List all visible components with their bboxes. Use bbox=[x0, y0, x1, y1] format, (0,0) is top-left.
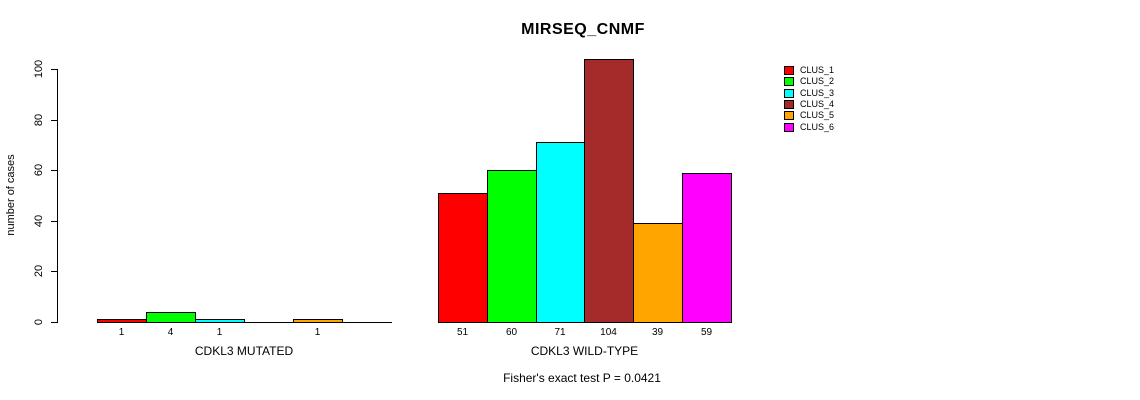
legend-item-CLUS_4: CLUS_4 bbox=[784, 99, 834, 109]
y-tick-label-60: 60 bbox=[33, 163, 45, 177]
legend-item-CLUS_6: CLUS_6 bbox=[784, 122, 834, 132]
y-tick-0 bbox=[51, 322, 58, 323]
bar-CLUS_5-group-0 bbox=[293, 319, 343, 323]
legend-swatch-CLUS_3 bbox=[784, 88, 794, 98]
legend-item-CLUS_3: CLUS_3 bbox=[784, 88, 834, 98]
y-axis-label: number of cases bbox=[5, 154, 17, 236]
bar-CLUS_4-group-1 bbox=[584, 59, 634, 323]
y-tick-20 bbox=[51, 271, 58, 272]
group-label-1: CDKL3 WILD-TYPE bbox=[530, 344, 639, 358]
bar-CLUS_1-group-0 bbox=[97, 319, 147, 323]
bar-value-label-CLUS_2-group-0: 4 bbox=[167, 327, 174, 338]
legend-swatch-CLUS_1 bbox=[784, 65, 794, 75]
legend-swatch-CLUS_6 bbox=[784, 122, 794, 132]
legend-swatch-CLUS_2 bbox=[784, 76, 794, 86]
legend-label-CLUS_4: CLUS_4 bbox=[800, 99, 835, 109]
bar-CLUS_3-group-1 bbox=[536, 142, 585, 323]
legend-item-CLUS_5: CLUS_5 bbox=[784, 110, 834, 120]
bar-CLUS_2-group-0 bbox=[146, 312, 196, 323]
bar-CLUS_5-group-1 bbox=[633, 223, 683, 323]
bar-value-label-CLUS_6-group-1: 59 bbox=[700, 327, 713, 338]
y-tick-label-0: 0 bbox=[33, 318, 45, 326]
y-tick-100 bbox=[51, 69, 58, 70]
bar-CLUS_3-group-0 bbox=[195, 319, 245, 323]
legend-label-CLUS_3: CLUS_3 bbox=[800, 88, 835, 98]
y-axis-line bbox=[57, 69, 58, 323]
y-tick-60 bbox=[51, 170, 58, 171]
bar-value-label-CLUS_3-group-0: 1 bbox=[216, 327, 223, 338]
bar-value-label-CLUS_4-group-1: 104 bbox=[600, 327, 617, 338]
bar-value-label-CLUS_3-group-1: 71 bbox=[554, 327, 566, 338]
bar-value-label-CLUS_5-group-1: 39 bbox=[651, 327, 664, 338]
bar-CLUS_2-group-1 bbox=[487, 170, 537, 323]
y-tick-40 bbox=[51, 221, 58, 222]
legend-item-CLUS_2: CLUS_2 bbox=[784, 76, 834, 86]
legend-label-CLUS_5: CLUS_5 bbox=[800, 110, 835, 120]
legend-label-CLUS_2: CLUS_2 bbox=[800, 76, 835, 86]
y-tick-label-20: 20 bbox=[33, 264, 45, 278]
group-label-0: CDKL3 MUTATED bbox=[194, 344, 294, 358]
legend-swatch-CLUS_4 bbox=[784, 99, 794, 109]
y-tick-label-40: 40 bbox=[33, 214, 45, 228]
bar-value-label-CLUS_5-group-0: 1 bbox=[314, 327, 321, 338]
bar-CLUS_6-group-1 bbox=[682, 173, 732, 323]
bar-CLUS_1-group-1 bbox=[438, 193, 488, 323]
legend-item-CLUS_1: CLUS_1 bbox=[784, 65, 834, 75]
annotation-fisher-test: Fisher's exact test P = 0.0421 bbox=[503, 371, 661, 385]
legend-label-CLUS_6: CLUS_6 bbox=[800, 122, 835, 132]
legend-swatch-CLUS_5 bbox=[784, 110, 794, 120]
bar-value-label-CLUS_2-group-1: 60 bbox=[505, 327, 518, 338]
y-tick-80 bbox=[51, 120, 58, 121]
legend-label-CLUS_1: CLUS_1 bbox=[800, 65, 835, 75]
bar-value-label-CLUS_1-group-0: 1 bbox=[118, 327, 125, 338]
y-tick-label-80: 80 bbox=[33, 113, 45, 127]
y-tick-label-100: 100 bbox=[33, 59, 45, 79]
chart-title: MIRSEQ_CNMF bbox=[521, 21, 645, 38]
bar-value-label-CLUS_1-group-1: 51 bbox=[456, 327, 469, 338]
